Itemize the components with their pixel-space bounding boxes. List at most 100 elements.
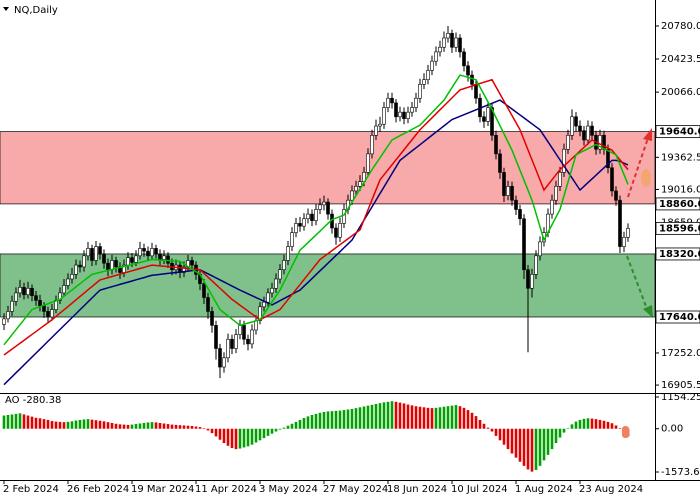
candle-body (310, 213, 314, 221)
y-tick-label: 19016.0 (661, 184, 700, 195)
candle-body (410, 107, 414, 113)
candle-body (126, 257, 130, 266)
ao-bar (110, 422, 114, 429)
forecast-marker (641, 169, 651, 187)
ao-bar (186, 425, 190, 429)
ao-bar (578, 419, 582, 429)
ao-bar (42, 419, 46, 429)
candle-body (470, 74, 474, 85)
up-arrowhead (643, 128, 652, 141)
candle-body (78, 264, 82, 268)
candle-body (134, 255, 138, 263)
candle-body (442, 37, 446, 48)
candle-body (338, 223, 342, 238)
ao-bar (14, 413, 18, 429)
candle-body (286, 246, 290, 261)
candle-body (342, 209, 346, 224)
ao-bar (38, 418, 42, 429)
candle-body (506, 186, 510, 196)
candle-body (494, 135, 498, 155)
candle-body (102, 253, 106, 264)
ao-bar (486, 427, 490, 429)
ao-bar (298, 419, 302, 429)
ao-bar (246, 428, 250, 447)
candle-body (166, 255, 170, 264)
down-arrow (626, 255, 648, 310)
candle-body (14, 292, 18, 302)
candle-body (318, 204, 322, 210)
moving-average (3, 99, 629, 386)
candle-body (298, 223, 302, 227)
candle-body (86, 248, 90, 257)
ao-bar (274, 428, 278, 432)
candle-body (626, 228, 630, 238)
ao-bar (118, 424, 122, 429)
ao-bar (422, 407, 426, 429)
ao-bar (354, 408, 358, 429)
ao-bar (58, 421, 62, 429)
ao-bar (394, 401, 398, 429)
candle-body (366, 153, 370, 173)
moving-average (3, 74, 629, 346)
candle-body (534, 255, 538, 275)
ao-bar (418, 406, 422, 429)
ao-bar (190, 425, 194, 429)
candle-body (462, 51, 466, 67)
candle-body (266, 292, 270, 303)
x-tick-label: 26 Feb 2024 (67, 484, 129, 495)
ao-bar (466, 410, 470, 429)
ao-bar (202, 428, 206, 429)
ao-bar (478, 419, 482, 429)
candle-body (434, 51, 438, 62)
ao-bar (598, 419, 602, 429)
ao-bar (514, 428, 518, 458)
candle-body (210, 311, 214, 326)
ao-bar (334, 410, 338, 429)
ao-bar (306, 416, 310, 429)
candle-body (82, 255, 86, 268)
ao-bar (558, 428, 562, 438)
candle-body (2, 318, 6, 325)
ao-bar (66, 421, 70, 429)
candle-body (502, 172, 506, 196)
ao-bar (138, 423, 142, 429)
candle-body (526, 269, 530, 289)
y-tick-label: 17252.0 (661, 348, 700, 359)
ao-bar (262, 428, 266, 439)
ao-bar (254, 428, 258, 443)
ao-bar (70, 421, 74, 429)
candle-body (438, 46, 442, 53)
ao-bar (482, 423, 486, 429)
ao-bar (230, 428, 234, 448)
ao-bar (166, 424, 170, 429)
ao-bar (90, 419, 94, 429)
ao-bar (610, 423, 614, 429)
candle-body (158, 253, 162, 260)
ao-bar (146, 422, 150, 429)
ao-bar (542, 428, 546, 461)
ao-bar (242, 428, 246, 448)
ao-bar (378, 403, 382, 429)
candle-body (22, 287, 26, 296)
ao-bar (526, 428, 530, 470)
ao-bar (398, 402, 402, 429)
candle-body (418, 84, 422, 99)
candle-body (34, 295, 38, 301)
ao-bar (546, 428, 550, 455)
candle-body (130, 257, 134, 263)
ao-bar (214, 428, 218, 437)
ao-bar (350, 408, 354, 429)
level-label: 18860.0 (659, 199, 700, 210)
ao-bar (126, 424, 130, 429)
candle-body (414, 97, 418, 108)
ao-bar (278, 428, 282, 430)
candle-body (402, 111, 406, 119)
candle-body (222, 357, 226, 368)
candle-body (250, 329, 254, 345)
candle-body (578, 125, 582, 131)
x-tick-label: 11 Apr 2024 (195, 484, 257, 495)
candle-body (242, 325, 246, 340)
ao-bar (2, 415, 6, 429)
candle-body (142, 248, 146, 252)
ao-bar (458, 406, 462, 429)
